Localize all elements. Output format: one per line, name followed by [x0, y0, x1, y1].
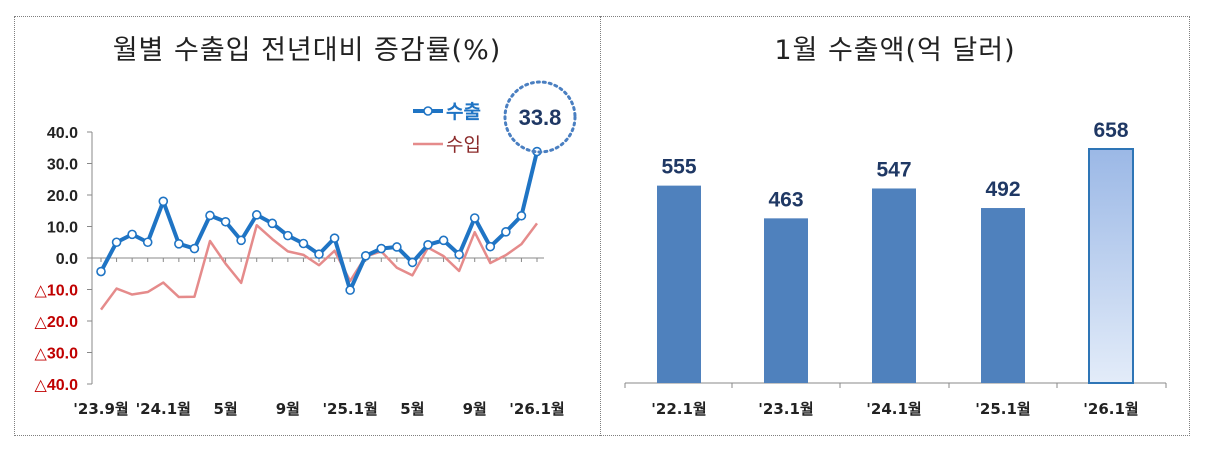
- bar-category-label: '26.1월: [1083, 400, 1138, 418]
- y-tick-label: 30.0: [47, 157, 78, 174]
- export-data-point: [376, 243, 387, 254]
- x-tick-label: 9월: [463, 400, 487, 418]
- bar-category-label: '23.1월: [758, 400, 813, 418]
- bar-value-label: 463: [768, 188, 803, 211]
- y-tick-label: 10.0: [47, 220, 78, 237]
- export-data-point: [360, 250, 371, 261]
- chart-frame: [14, 16, 1190, 436]
- x-tick-label: 9월: [276, 400, 300, 418]
- x-tick-label: '26.1월: [509, 400, 564, 418]
- export-data-point: [485, 241, 496, 252]
- export-data-point: [407, 257, 418, 268]
- export-data-point: [283, 230, 293, 241]
- export-data-point: [96, 266, 106, 277]
- export-data-point: [438, 235, 449, 246]
- export-data-point: [142, 237, 153, 248]
- callout-ring: [503, 80, 577, 154]
- export-data-point: [127, 229, 137, 240]
- line-chart: 40.0 30.0 20.0 10.0 0.0 △10.0 △20.0 △30.0 △40.0 '…: [35, 80, 577, 418]
- y-tick-label: △10.0: [35, 283, 79, 300]
- export-data-point: [469, 213, 480, 223]
- bar-category-label: '22.1월: [651, 400, 706, 418]
- export-data-point: [158, 196, 169, 207]
- y-tick-label: 20.0: [47, 188, 78, 205]
- bar: [657, 185, 701, 383]
- export-data-point: [501, 227, 511, 237]
- export-data-point: [251, 210, 262, 220]
- export-data-point: [314, 249, 324, 260]
- line-chart-title: 월별 수출입 전년대비 증감률(%): [112, 35, 502, 66]
- export-data-point: [454, 249, 464, 260]
- export-data-point: [220, 216, 231, 227]
- bar-value-label: 492: [985, 178, 1020, 201]
- x-tick-label: '24.1월: [136, 400, 191, 418]
- bar-value-label: 658: [1093, 119, 1128, 142]
- y-tick-label: △30.0: [35, 346, 79, 363]
- x-tick-label: '23.9월: [73, 400, 128, 418]
- export-data-point: [423, 239, 433, 250]
- y-tick-label: △20.0: [35, 314, 79, 331]
- bar-chart-title: 1월 수출액(억 달러): [774, 35, 1016, 66]
- export-data-point: [236, 235, 246, 246]
- bar-category-label: '24.1월: [866, 400, 921, 418]
- export-data-point: [345, 285, 355, 295]
- x-tick-label: 5월: [400, 400, 424, 418]
- export-data-point: [298, 238, 309, 249]
- legend-export-label: 수출: [446, 101, 481, 123]
- bar-value-label: 547: [876, 158, 911, 181]
- export-data-point: [267, 218, 278, 229]
- x-tick-label: '25.1월: [322, 400, 377, 418]
- import-series-line: [99, 222, 539, 311]
- export-data-point: [516, 210, 527, 221]
- y-tick-label: 0.0: [56, 251, 78, 268]
- legend-export-marker: [423, 106, 433, 116]
- callout-value: 33.8: [519, 105, 562, 130]
- export-data-point: [392, 242, 402, 252]
- bar: [981, 208, 1025, 383]
- panel-divider: [600, 16, 601, 436]
- y-tick-label: 40.0: [47, 125, 78, 142]
- export-data-point: [329, 233, 340, 243]
- bar-highlighted: [1088, 148, 1134, 384]
- export-data-point: [174, 239, 184, 249]
- bar-value-label: 555: [661, 156, 696, 179]
- bar: [764, 218, 808, 383]
- export-data-point: [205, 210, 215, 221]
- legend-import-label: 수입: [446, 134, 481, 156]
- bar-category-label: '25.1월: [975, 400, 1030, 418]
- export-data-point: [189, 243, 200, 254]
- y-tick-label: △40.0: [35, 377, 79, 394]
- bar: [872, 188, 916, 383]
- export-data-point: [111, 237, 122, 248]
- bar-chart: 555 '22.1월 463 '23.1월 547 '24.1월 492 '25.1월 658 '…: [624, 119, 1167, 418]
- x-tick-label: 5월: [213, 400, 237, 418]
